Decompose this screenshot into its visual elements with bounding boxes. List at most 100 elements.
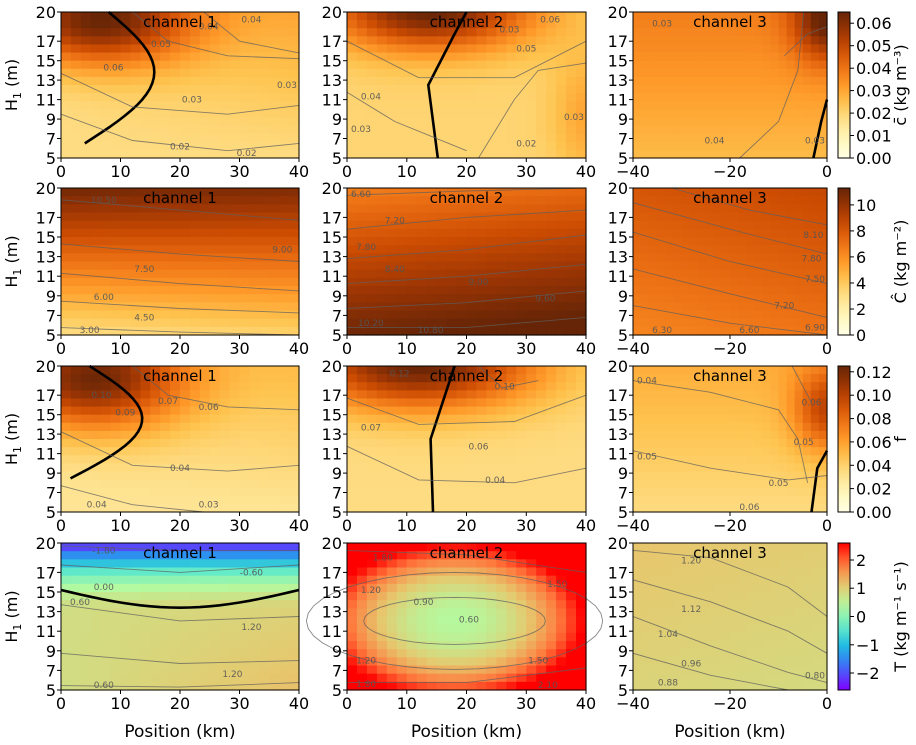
heatmap-cell xyxy=(730,212,739,222)
heatmap-cell xyxy=(802,220,812,230)
heatmap-cell xyxy=(386,374,398,383)
heatmap-cell xyxy=(657,455,666,464)
heatmap-cell xyxy=(697,406,707,416)
heatmap-cell xyxy=(576,302,587,312)
heatmap-cell xyxy=(546,310,557,320)
heatmap-cell xyxy=(762,12,772,21)
heatmap-cell xyxy=(721,141,731,151)
heatmap-cell xyxy=(150,188,161,197)
heatmap-cell xyxy=(778,76,788,86)
heatmap-cell xyxy=(770,68,780,78)
heatmap-cell xyxy=(476,44,488,54)
heatmap-cell xyxy=(180,85,191,94)
heatmap-cell xyxy=(705,220,715,230)
heatmap-cell xyxy=(754,374,763,383)
heatmap-cell xyxy=(657,608,666,618)
heatmap-cell xyxy=(416,551,428,560)
heatmap-cell xyxy=(80,149,92,159)
heatmap-cell xyxy=(681,632,691,642)
heatmap-cell xyxy=(496,326,507,336)
heatmap-cell xyxy=(120,60,132,70)
heatmap-cell xyxy=(229,665,241,675)
heatmap-cell xyxy=(376,600,388,609)
heatmap-cell xyxy=(713,117,723,127)
heatmap-cell xyxy=(70,220,82,230)
heatmap-cell xyxy=(802,269,812,279)
heatmap-cell xyxy=(70,196,82,205)
heatmap-cell xyxy=(189,245,201,254)
heatmap-cell xyxy=(649,583,658,593)
heatmap-cell xyxy=(259,583,270,593)
heatmap-cell xyxy=(239,117,251,127)
heatmap-cell xyxy=(436,600,448,609)
heatmap-cell xyxy=(665,487,675,497)
heatmap-cell xyxy=(516,382,527,391)
heatmap-cell xyxy=(61,117,72,127)
heatmap-cell xyxy=(641,632,650,642)
heatmap-cell xyxy=(810,85,820,94)
heatmap-cell xyxy=(110,600,122,609)
heatmap-cell xyxy=(130,85,141,94)
heatmap-cell xyxy=(199,406,211,416)
heatmap-cell xyxy=(249,318,260,328)
heatmap-cell xyxy=(366,422,378,432)
heatmap-cell xyxy=(446,318,458,328)
heatmap-cell xyxy=(762,374,772,383)
heatmap-cell xyxy=(476,68,488,78)
heatmap-cell xyxy=(730,228,739,238)
heatmap-cell xyxy=(456,318,468,328)
heatmap-cell xyxy=(770,52,780,62)
heatmap-cell xyxy=(406,44,418,54)
heatmap-cell xyxy=(259,101,270,110)
heatmap-cell xyxy=(70,447,82,456)
heatmap-cell xyxy=(657,624,666,634)
heatmap-cell xyxy=(566,487,577,497)
heatmap-cell xyxy=(150,665,161,675)
heatmap-cell xyxy=(229,600,241,609)
heatmap-cell xyxy=(366,117,378,127)
heatmap-cell xyxy=(556,592,567,601)
heatmap-cell xyxy=(486,503,497,513)
heatmap-cell xyxy=(426,567,438,577)
heatmap-cell xyxy=(536,44,547,54)
heatmap-cell xyxy=(526,149,537,159)
heatmap-cell xyxy=(730,310,739,320)
heatmap-cell xyxy=(576,245,587,254)
heatmap-cell xyxy=(140,294,151,303)
heatmap-cell xyxy=(496,503,507,513)
heatmap-cell xyxy=(376,68,388,78)
heatmap-cell xyxy=(140,551,151,560)
heatmap-cell xyxy=(818,487,828,497)
heatmap-cell xyxy=(61,439,72,448)
heatmap-cell xyxy=(249,608,260,618)
heatmap-cell xyxy=(649,93,658,102)
heatmap-cell xyxy=(150,310,161,320)
heatmap-cell xyxy=(209,20,221,29)
heatmap-cell xyxy=(689,439,699,448)
heatmap-cell xyxy=(180,109,191,119)
heatmap-cell xyxy=(100,471,112,481)
heatmap-cell xyxy=(794,414,804,424)
heatmap-cell xyxy=(486,487,497,497)
heatmap-cell xyxy=(566,503,577,513)
heatmap-cell xyxy=(689,85,699,94)
heatmap-cell xyxy=(633,592,642,601)
heatmap-cell xyxy=(466,641,478,650)
heatmap-cell xyxy=(486,567,497,577)
heatmap-cell xyxy=(356,245,368,254)
heatmap-cell xyxy=(249,583,260,593)
heatmap-cell xyxy=(219,237,231,246)
heatmap-cell xyxy=(130,93,141,102)
heatmap-cell xyxy=(456,93,468,102)
heatmap-cell xyxy=(633,245,642,254)
heatmap-cell xyxy=(436,543,448,552)
heatmap-cell xyxy=(818,422,828,432)
heatmap-cell xyxy=(70,60,82,70)
heatmap-cell xyxy=(556,125,567,135)
heatmap-cell xyxy=(366,269,378,279)
heatmap-cell xyxy=(249,374,260,383)
heatmap-cell xyxy=(347,188,358,197)
heatmap-cell xyxy=(697,85,707,94)
heatmap-cell xyxy=(794,463,804,473)
heatmap-cell xyxy=(536,326,547,336)
